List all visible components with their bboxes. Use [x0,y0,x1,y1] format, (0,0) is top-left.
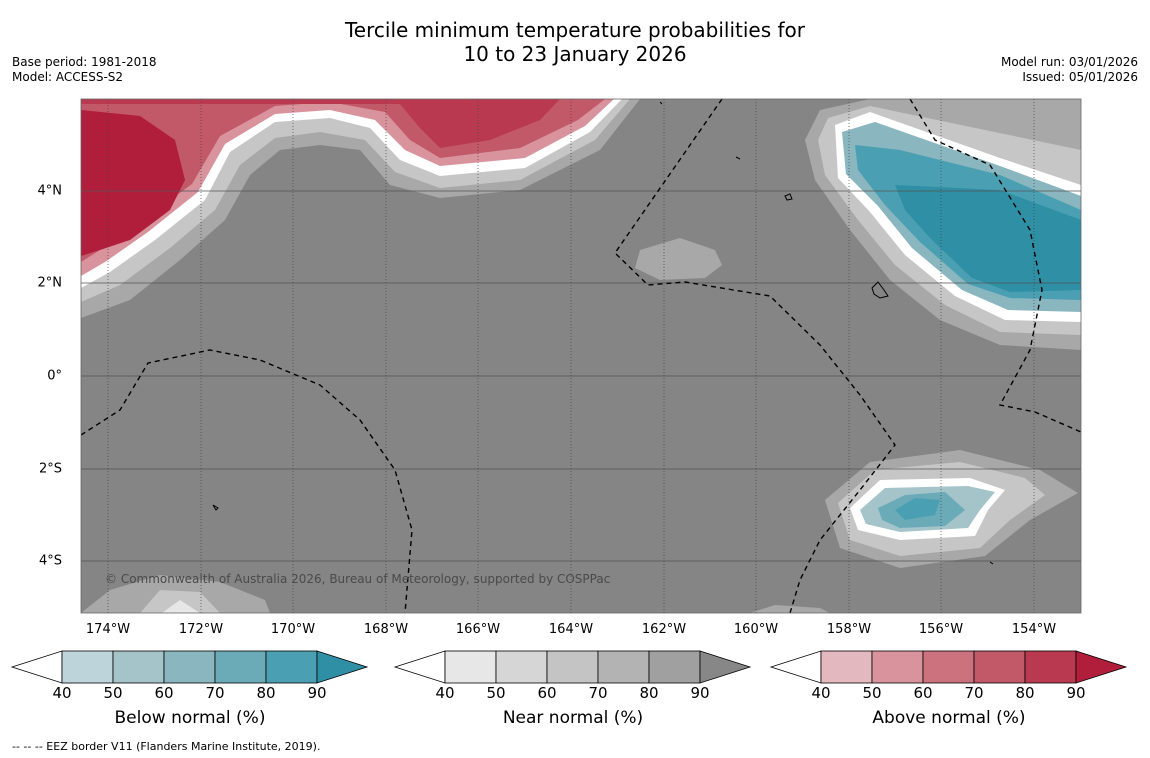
colorbar-tick-label: 70 [964,684,984,702]
colorbar-tick-label: 80 [1015,684,1035,702]
near-normal-label: Near normal (%) [502,708,644,728]
lon-label: 156°W [918,622,964,637]
lat-label-2s: 2°S [38,461,62,477]
colorbar-segment [871,650,924,684]
colorbar-segment [495,650,548,684]
colorbar-segment [214,650,267,684]
eez-legend-note: -- -- -- EEZ border V11 (Flanders Marine… [12,740,321,753]
colorbar-tick-label: 70 [205,684,225,702]
colorbar-tick-label: 80 [256,684,276,702]
lon-label: 168°W [363,622,409,637]
colorbar-segment [163,650,216,684]
colorbar-segment [61,650,114,684]
lon-label: 164°W [548,622,594,637]
colorbar-segment [444,650,497,684]
colorbar-segment [648,650,701,684]
base-period: Base period: 1981-2018 [12,55,157,69]
colorbar-near-normal [393,650,752,684]
lat-label-2n: 2°N [37,275,63,291]
colorbar-below-normal [10,650,369,684]
lon-label: 174°W [85,622,131,637]
below-normal-region-se [825,450,1078,568]
colorbar-segment [973,650,1026,684]
title-line-2: 10 to 23 January 2026 [463,42,687,66]
near-normal-patch [635,238,722,280]
colorbar-tick-label: 70 [588,684,608,702]
colorbar-tick-label: 50 [486,684,506,702]
colorbar-tick-label: 40 [52,684,72,702]
colorbar-above-normal [769,650,1128,684]
colorbar-tick-label: 60 [154,684,174,702]
colorbar-segment [1024,650,1077,684]
lon-label: 162°W [641,622,687,637]
below-normal-region-ne [805,99,1081,350]
eez-borders [81,99,1081,613]
map-frame [80,98,1082,614]
meta-left: Base period: 1981-2018 Model: ACCESS-S2 [12,55,157,85]
model-name: Model: ACCESS-S2 [12,70,124,84]
lon-label: 172°W [178,622,224,637]
meta-right: Model run: 03/01/2026 Issued: 05/01/2026 [1001,55,1138,85]
map-area [81,99,1081,613]
colorbar-segment [265,650,318,684]
below-normal-label: Below normal (%) [114,708,266,728]
colorbar-tick-label: 40 [435,684,455,702]
lat-label-4n: 4°N [37,183,63,199]
colorbar-tick-label: 60 [537,684,557,702]
map-title: Tercile minimum temperature probabilitie… [0,18,1150,66]
lat-label-4s: 4°S [38,553,62,569]
colorbar-segment [597,650,650,684]
colorbar-tick-label: 80 [639,684,659,702]
latitude-grid [81,190,1081,562]
title-line-1: Tercile minimum temperature probabilitie… [344,18,806,42]
copyright-notice: © Commonwealth of Australia 2026, Bureau… [105,572,611,586]
colorbar-tick-label: 90 [1066,684,1086,702]
colorbar-tick-label: 90 [690,684,710,702]
islands [212,101,994,565]
colorbar-tick-label: 60 [913,684,933,702]
model-run: Model run: 03/01/2026 [1000,55,1138,69]
colorbar-tick-label: 90 [307,684,327,702]
colorbar-segment [922,650,975,684]
colorbar-segment [820,650,873,684]
lon-label: 170°W [270,622,316,637]
lon-label: 160°W [733,622,779,637]
colorbar-tick-label: 50 [103,684,123,702]
lon-label: 158°W [826,622,872,637]
issued-date: Issued: 05/01/2026 [1022,70,1138,84]
colorbar-tick-label: 50 [862,684,882,702]
colorbar-segment [546,650,599,684]
above-normal-label: Above normal (%) [872,708,1026,728]
colorbar-segment [112,650,165,684]
lon-label: 166°W [455,622,501,637]
lat-label-0: 0° [47,368,62,384]
colorbar-tick-label: 40 [811,684,831,702]
lon-label: 154°W [1011,622,1057,637]
above-normal-region [81,99,640,318]
